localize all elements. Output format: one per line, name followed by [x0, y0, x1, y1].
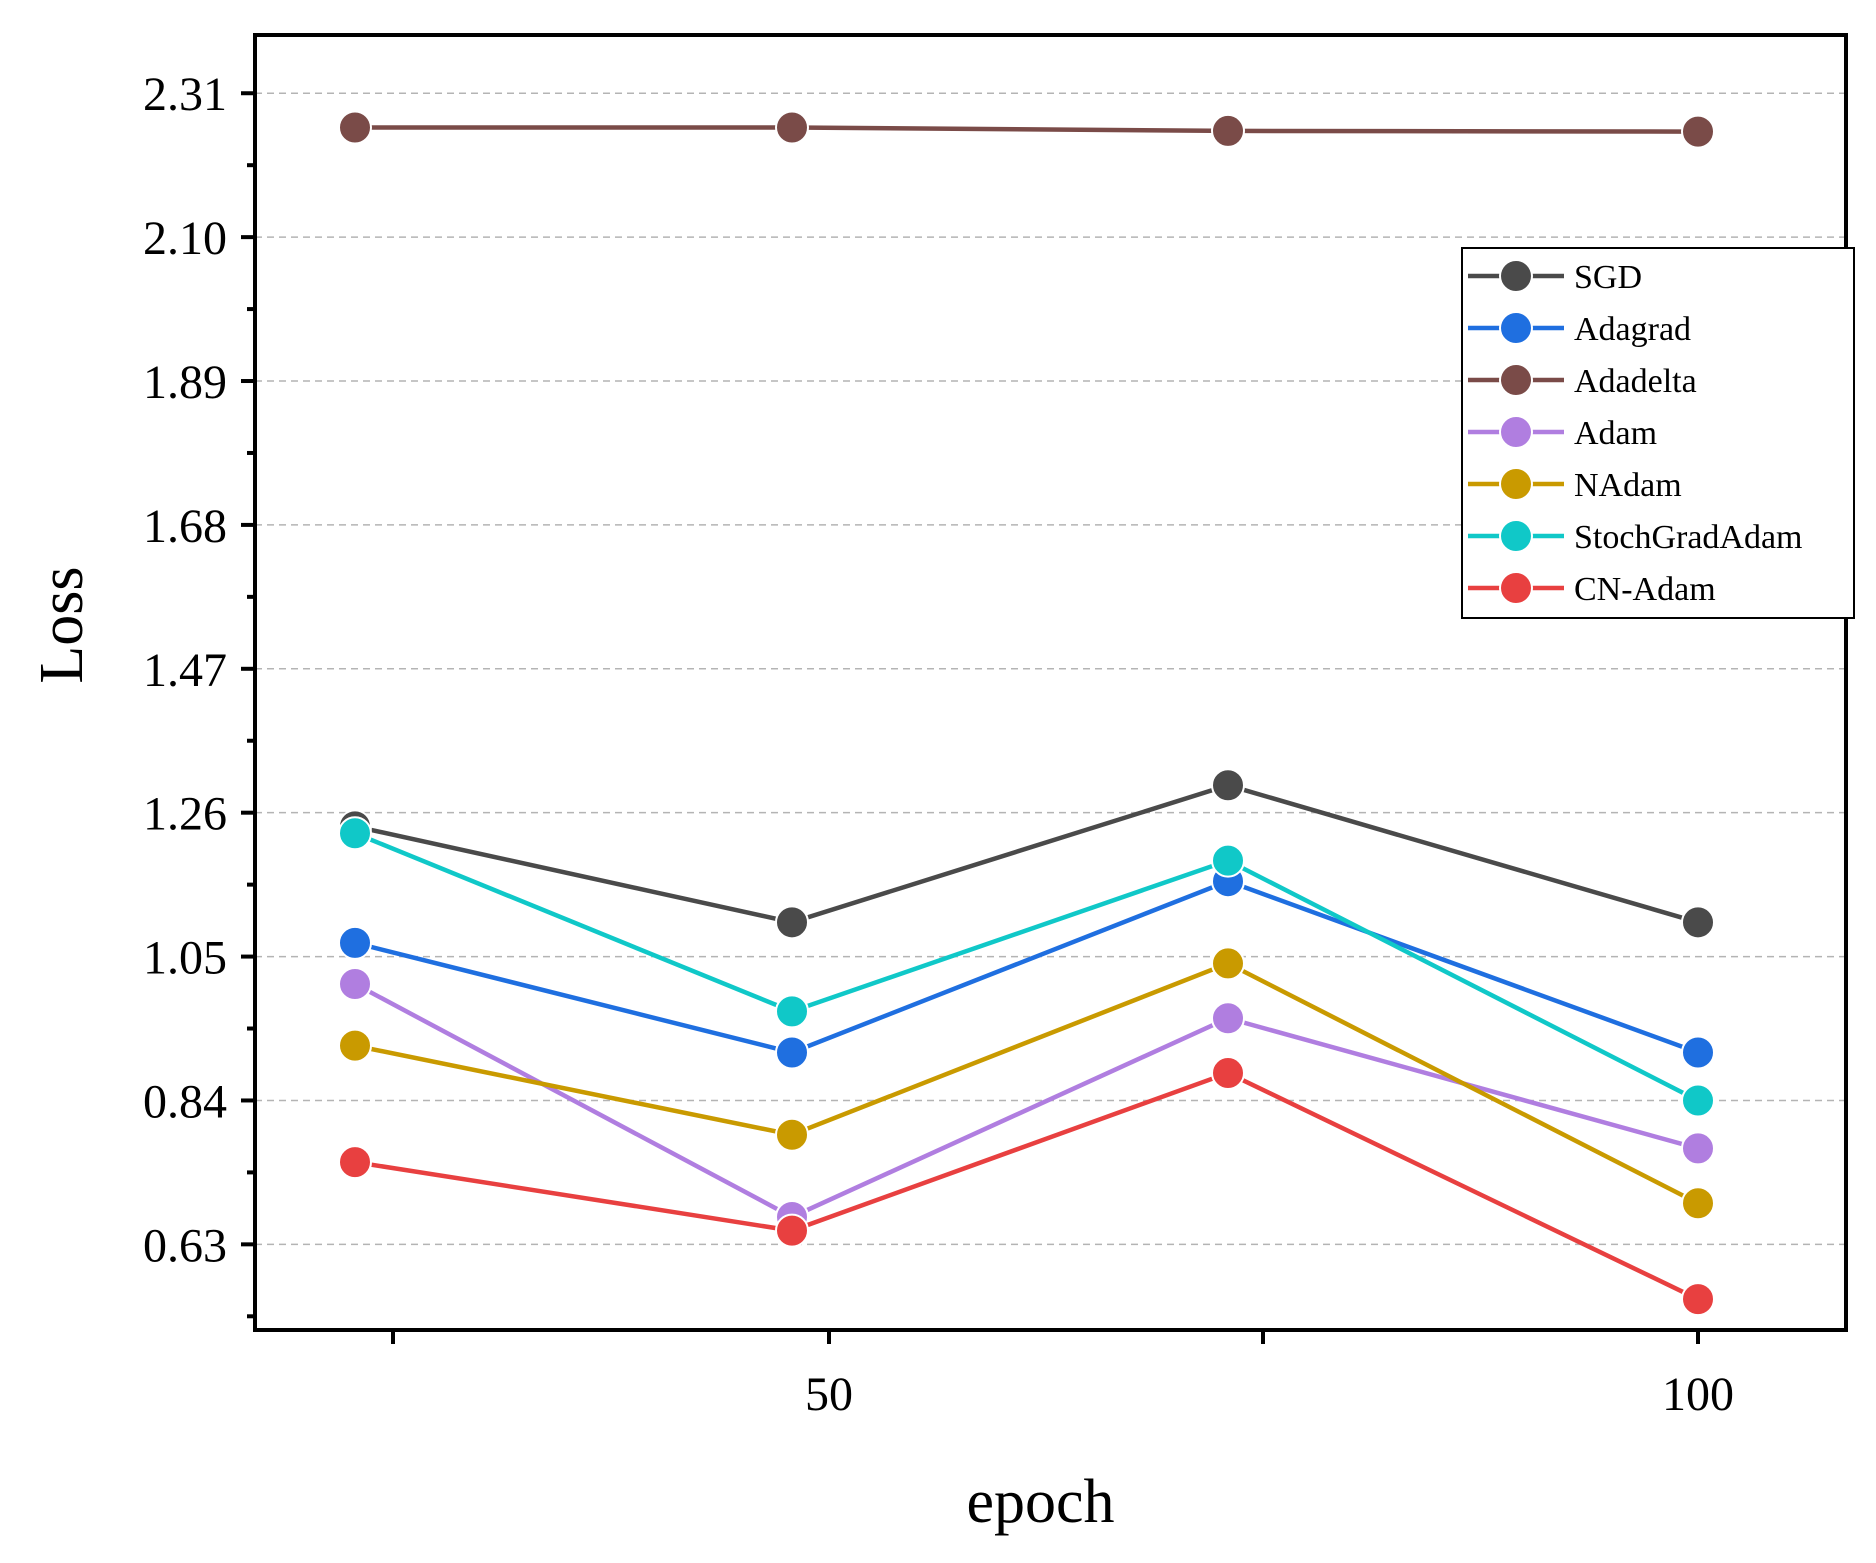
series-line: [354, 878, 1699, 1055]
legend-swatch-marker: [1499, 467, 1533, 501]
data-point: [338, 925, 372, 960]
legend-swatch-marker: [1499, 415, 1533, 449]
grid-lines: [255, 92, 1846, 1246]
legend-label: Adadelta: [1574, 363, 1697, 400]
series-line: [354, 960, 1700, 1206]
data-point: [338, 1145, 372, 1180]
legend-swatch-marker: [1499, 363, 1533, 397]
data-point: [338, 1028, 372, 1063]
y-tick-label: 1.26: [143, 788, 227, 841]
data-point: [1681, 1131, 1715, 1166]
legend-swatch-marker: [1499, 311, 1533, 345]
series-line: [354, 1070, 1699, 1302]
data-point: [1211, 946, 1245, 981]
legend: SGD Adagrad Adadelta Adam NAdam StochGradAdam…: [1461, 247, 1855, 619]
legend-swatch-marker: [1499, 519, 1533, 553]
legend-swatch-marker: [1499, 571, 1533, 605]
legend-label: StochGradAdam: [1574, 519, 1803, 556]
y-tick-label: 0.63: [143, 1219, 227, 1272]
data-point: [338, 816, 372, 851]
series-line: [355, 125, 1699, 134]
data-point: [1211, 113, 1245, 148]
data-point: [1681, 905, 1715, 940]
data-point: [1681, 1282, 1715, 1317]
y-tick-label: 1.89: [143, 356, 227, 409]
data-point: [1211, 1056, 1245, 1091]
series-line: [354, 831, 1700, 1103]
x-axis-title: epoch: [966, 1468, 1114, 1536]
y-tick-label: 2.10: [143, 212, 227, 265]
data-point: [775, 905, 809, 940]
data-point: [775, 1035, 809, 1070]
series-layer: [338, 110, 1715, 1317]
legend-swatch-marker: [1499, 259, 1533, 293]
data-point: [1681, 114, 1715, 149]
x-tick-label: 50: [805, 1368, 853, 1421]
series-line: [354, 782, 1699, 925]
y-tick-label: 2.31: [143, 68, 227, 121]
legend-label: Adam: [1574, 415, 1657, 452]
x-tick-label: 100: [1662, 1368, 1734, 1421]
data-point: [1211, 768, 1245, 803]
legend-label: Adagrad: [1574, 311, 1691, 348]
data-point: [775, 1117, 809, 1152]
y-tick-label: 0.84: [143, 1075, 227, 1128]
data-point: [1211, 1001, 1245, 1036]
y-tick-label: 1.47: [143, 644, 227, 697]
legend-label: SGD: [1574, 259, 1642, 296]
data-point: [775, 110, 809, 145]
y-tick-label: 1.05: [143, 932, 227, 985]
data-point: [338, 110, 372, 145]
y-tick-label: 1.68: [143, 500, 227, 553]
data-point: [1681, 1186, 1715, 1221]
legend-label: CN-Adam: [1574, 571, 1716, 608]
y-axis-title: Loss: [28, 566, 96, 683]
data-point: [1211, 843, 1245, 878]
legend-label: NAdam: [1574, 467, 1682, 504]
axes: 0.63 0.84 1.05 1.26 1.47 1.68 1.89 2.10 2.31 50 10…: [28, 33, 1848, 1536]
data-point: [1681, 1083, 1715, 1118]
data-point: [338, 966, 372, 1001]
plot-frame: [253, 33, 1848, 1332]
data-point: [775, 1213, 809, 1248]
data-point: [775, 994, 809, 1029]
data-point: [1681, 1035, 1715, 1070]
